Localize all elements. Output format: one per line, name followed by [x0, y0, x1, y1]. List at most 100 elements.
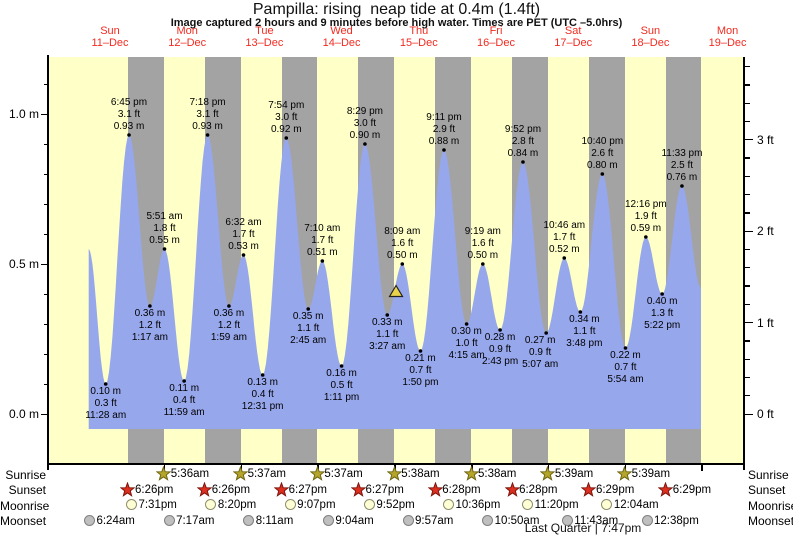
astro-row-label-right: Sunset: [748, 483, 786, 497]
low-tide-label: 0.10 m 0.3 ft 11:28 am: [58, 386, 154, 422]
tide-label-line: 0.55 m: [149, 235, 180, 246]
tide-label-line: 1:59 am: [210, 332, 247, 343]
moonrise-time: 11:20pm: [534, 499, 579, 511]
moonrise-circle-icon: [522, 499, 534, 510]
tide-curve: [88, 133, 701, 429]
day-date: 13–Dec: [245, 36, 284, 49]
low-tide-label: 0.36 m 1.2 ft 1:59 am: [181, 308, 277, 344]
moonrise-time: 9:52pm: [376, 499, 415, 511]
current-time-marker-icon: [388, 284, 404, 298]
moonset-circle-icon: [163, 514, 175, 526]
x-axis-tick: [471, 464, 473, 471]
right-axis-tick: [745, 139, 753, 141]
tide-label-line: 1:17 am: [131, 332, 168, 343]
tide-extreme-dot: [227, 304, 231, 308]
right-axis-tick: [745, 340, 750, 342]
tide-label-line: 0.88 m: [428, 136, 460, 147]
tide-label-line: 3.1 ft: [196, 109, 219, 120]
low-tide-label: 0.16 m 0.5 ft 1:11 pm: [294, 368, 390, 404]
tide-label-line: 1.6 ft: [391, 238, 414, 249]
sunrise-time: 5:38am: [478, 468, 517, 480]
tide-extreme-dot: [320, 259, 325, 263]
moonset-circle-icon: [482, 514, 494, 526]
right-axis-label: 0 ft: [757, 407, 774, 421]
day-header: Wed 14–Dec: [304, 25, 380, 49]
high-tide-label: 8:09 am 1.6 ft 0.50 m: [354, 226, 450, 262]
tide-label-line: 5:07 am: [522, 359, 559, 370]
day-name: Sun: [640, 25, 661, 37]
tide-area-path: [88, 135, 701, 429]
low-tide-label: 0.36 m 1.2 ft 1:17 am: [102, 308, 198, 344]
tide-label-line: 0.51 m: [307, 247, 338, 258]
moonrise-time: 12:04am: [613, 499, 659, 511]
right-axis-tick: [745, 157, 750, 159]
low-tide-label: 0.28 m 0.9 ft 2:43 pm: [452, 332, 548, 368]
x-axis-tick: [394, 464, 396, 471]
moonrise-circle-icon: [363, 499, 375, 510]
moonrise-time: 10:36pm: [455, 499, 501, 511]
tide-extreme-dot: [660, 292, 664, 296]
sunset-time: 6:29pm: [595, 483, 635, 496]
tide-extreme-dot: [481, 262, 485, 266]
moonset-time: 9:04am: [335, 514, 374, 527]
tide-label-line: 2.9 ft: [432, 124, 456, 135]
tide-extreme-dot: [127, 133, 131, 137]
tide-label-line: 3.1 ft: [117, 109, 141, 120]
tide-label-line: 0.52 m: [548, 244, 580, 255]
high-tide-label: 10:46 am 1.7 ft 0.52 m: [516, 220, 612, 256]
tide-extreme-dot: [400, 262, 405, 266]
low-tide-label: 0.21 m 0.7 ft 1:50 pm: [372, 353, 468, 389]
moonset-time: 10:50am: [494, 514, 540, 527]
left-axis-tick: [44, 173, 49, 175]
tide-extreme-dot: [464, 322, 469, 326]
left-axis-tick: [44, 233, 49, 235]
high-tide-label: 9:19 am 1.6 ft 0.50 m: [435, 226, 531, 262]
sunset-star-icon: [197, 481, 213, 497]
high-tide-label: 6:45 pm 3.1 ft 0.93 m: [81, 97, 177, 133]
sunset-star-icon: [427, 481, 443, 497]
day-name: Sun: [100, 25, 120, 37]
tide-label-line: 0.50 m: [467, 250, 499, 261]
sunrise-star-icon: [386, 466, 402, 481]
sunrise-time: 5:37am: [247, 468, 286, 480]
sunrise-star-icon: [233, 466, 249, 481]
high-tide-label: 11:33 pm 2.5 ft 0.76 m: [634, 148, 730, 184]
tide-label-line: 3:27 am: [369, 341, 406, 352]
moonrise-time: 7:31pm: [138, 499, 177, 511]
high-tide-label: 10:40 pm 2.6 ft 0.80 m: [554, 136, 650, 172]
sunset-star-icon: [120, 481, 136, 497]
moonset-circle-icon: [83, 514, 95, 526]
tide-label-line: 6:45 pm: [110, 97, 148, 108]
sunrise-time: 5:38am: [401, 468, 440, 480]
tide-label-line: 10:40 pm: [581, 136, 624, 147]
tide-label-line: 2.5 ft: [670, 160, 694, 171]
capture-subtitle: Image captured 2 hours and 9 minutes bef…: [170, 17, 623, 29]
tide-label-line: 0.7 ft: [409, 365, 432, 376]
tide-label-line: 12:16 pm: [624, 199, 667, 210]
right-axis-tick: [745, 212, 750, 214]
sunset-star-icon: [658, 481, 674, 497]
high-tide-label: 7:54 pm 3.0 ft 0.92 m: [238, 100, 334, 136]
day-header: Mon 12–Dec: [149, 25, 225, 49]
moonrise-circle-icon: [443, 499, 455, 510]
tide-label-line: 0.10 m: [90, 386, 121, 397]
right-axis-tick: [745, 413, 753, 415]
tide-label-line: 7:10 am: [304, 223, 341, 234]
astro-row-label-left: Sunset: [8, 483, 46, 497]
tide-label-line: 1.0 ft: [455, 338, 478, 349]
tide-label-line: 0.4 ft: [173, 395, 196, 406]
right-axis-label: 2 ft: [757, 224, 774, 239]
tide-label-line: 1.9 ft: [634, 211, 657, 222]
sunrise-time: 5:39am: [554, 468, 594, 480]
high-tide-label: 9:11 pm 2.9 ft 0.88 m: [396, 112, 492, 148]
tide-label-line: 10:46 am: [543, 220, 586, 231]
right-axis-tick: [745, 285, 750, 287]
day-date: 19–Dec: [708, 36, 747, 49]
right-axis-tick: [745, 194, 750, 196]
tide-label-line: 0.93 m: [113, 121, 145, 132]
right-axis-tick: [745, 303, 750, 305]
right-axis-tick: [745, 84, 750, 86]
tide-extreme-dot: [148, 304, 152, 308]
tide-label-line: 2:43 pm: [482, 356, 519, 367]
